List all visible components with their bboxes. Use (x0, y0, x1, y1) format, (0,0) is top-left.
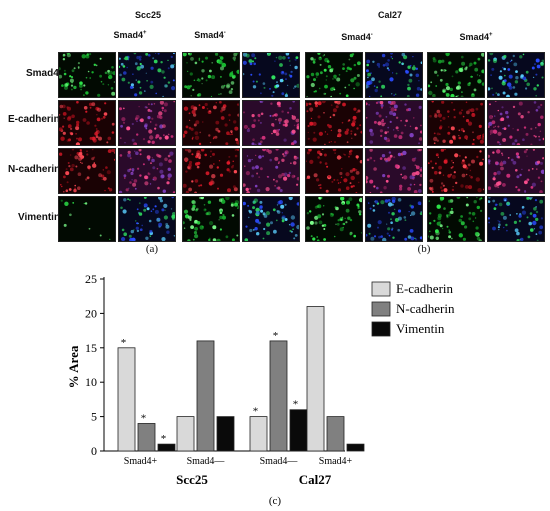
x-tick-label: Smad4— (260, 456, 299, 467)
cal27-header-smad4-pos: Smad4+ (446, 32, 506, 42)
microscopy-image-vimentin-5 (305, 196, 363, 242)
caption-a: (a) (145, 243, 159, 255)
significance-star: * (121, 337, 127, 349)
bar-e-cadherin-1 (117, 347, 136, 452)
microscopy-image-e-cadherin-7 (427, 100, 485, 146)
bar-n-cadherin-3 (269, 340, 288, 452)
microscopy-image-smad4-4 (242, 52, 300, 98)
scc25-title: Scc25 (134, 10, 162, 20)
header-sup: + (489, 32, 493, 38)
header-base: Smad4 (113, 30, 143, 40)
microscopy-image-n-cadherin-2 (118, 148, 176, 194)
microscopy-image-vimentin-6 (365, 196, 423, 242)
microscopy-image-e-cadherin-6 (365, 100, 423, 146)
group-label-cal27: Cal27 (299, 472, 332, 487)
microscopy-image-e-cadherin-3 (182, 100, 240, 146)
significance-star: * (161, 433, 167, 445)
group-label-scc25: Scc25 (176, 472, 208, 487)
bar-n-cadherin-4 (326, 416, 345, 452)
legend-label-e-cadherin: E-cadherin (396, 281, 454, 296)
legend-swatch-e-cadherin (371, 281, 391, 297)
caption-c: (c) (269, 495, 282, 507)
significance-star: * (293, 399, 299, 411)
significance-star: * (253, 406, 259, 418)
scc25-header-smad4-neg: Smad4- (180, 30, 240, 40)
microscopy-image-vimentin-7 (427, 196, 485, 242)
bar-vimentin-2 (216, 416, 235, 452)
microscopy-image-smad4-6 (365, 52, 423, 98)
x-tick-label: Smad4+ (124, 456, 158, 467)
microscopy-image-n-cadherin-4 (242, 148, 300, 194)
microscopy-image-n-cadherin-3 (182, 148, 240, 194)
significance-star: * (273, 330, 279, 342)
microscopy-image-vimentin-8 (487, 196, 545, 242)
bar-n-cadherin-2 (196, 340, 215, 452)
y-tick-label: 15 (85, 341, 97, 355)
microscopy-image-e-cadherin-4 (242, 100, 300, 146)
header-sup: - (223, 30, 226, 36)
row-label-e-cadherin: E-cadherin (8, 114, 60, 125)
y-tick-label: 25 (85, 272, 97, 286)
row-label-n-cadherin: N-cadherin (8, 164, 61, 175)
cal27-header-smad4-neg: Smad4- (327, 32, 387, 42)
microscopy-image-smad4-1 (58, 52, 116, 98)
legend-swatch-n-cadherin (371, 301, 391, 317)
header-base: Smad4 (341, 32, 371, 42)
scc25-header-smad4-pos: Smad4+ (100, 30, 160, 40)
legend-label-vimentin: Vimentin (396, 321, 445, 336)
y-axis-label: % Area (66, 345, 81, 388)
microscopy-image-e-cadherin-5 (305, 100, 363, 146)
x-tick-label: Smad4— (187, 456, 226, 467)
microscopy-image-smad4-3 (182, 52, 240, 98)
microscopy-image-n-cadherin-6 (365, 148, 423, 194)
chart-bars: * * * * * * (117, 306, 365, 452)
header-sup: + (143, 30, 147, 36)
header-sup: - (370, 32, 373, 38)
header-base: Smad4 (459, 32, 489, 42)
cal27-title: Cal27 (377, 10, 403, 20)
x-tick-label: Smad4+ (319, 456, 353, 467)
row-label-vimentin: Vimentin (18, 212, 61, 223)
microscopy-image-n-cadherin-1 (58, 148, 116, 194)
y-tick-label: 20 (85, 306, 97, 320)
microscopy-image-n-cadherin-7 (427, 148, 485, 194)
row-label-smad4: Smad4 (26, 68, 59, 79)
microscopy-image-n-cadherin-8 (487, 148, 545, 194)
legend-label-n-cadherin: N-cadherin (396, 301, 455, 316)
microscopy-image-vimentin-2 (118, 196, 176, 242)
microscopy-image-vimentin-4 (242, 196, 300, 242)
legend-swatch-vimentin (371, 321, 391, 337)
bar-vimentin-3 (289, 409, 308, 452)
bar-vimentin-1 (157, 443, 176, 452)
microscopy-image-e-cadherin-2 (118, 100, 176, 146)
y-tick-label: 5 (91, 410, 97, 424)
microscopy-image-smad4-7 (427, 52, 485, 98)
microscopy-image-smad4-8 (487, 52, 545, 98)
bar-e-cadherin-3 (249, 416, 268, 452)
bar-e-cadherin-4 (306, 306, 325, 452)
caption-b: (b) (417, 243, 431, 255)
microscopy-image-smad4-2 (118, 52, 176, 98)
chart-legend: E-cadherin N-cadherin Vimentin (371, 281, 455, 337)
bar-n-cadherin-1 (137, 423, 156, 452)
microscopy-image-smad4-5 (305, 52, 363, 98)
significance-star: * (141, 412, 147, 424)
microscopy-image-vimentin-3 (182, 196, 240, 242)
microscopy-image-n-cadherin-5 (305, 148, 363, 194)
microscopy-image-e-cadherin-8 (487, 100, 545, 146)
bar-vimentin-4 (346, 443, 365, 452)
bar-e-cadherin-2 (176, 416, 195, 452)
y-tick-label: 10 (85, 375, 97, 389)
microscopy-image-vimentin-1 (58, 196, 116, 242)
microscopy-image-e-cadherin-1 (58, 100, 116, 146)
y-tick-label: 0 (91, 444, 97, 458)
header-base: Smad4 (194, 30, 224, 40)
